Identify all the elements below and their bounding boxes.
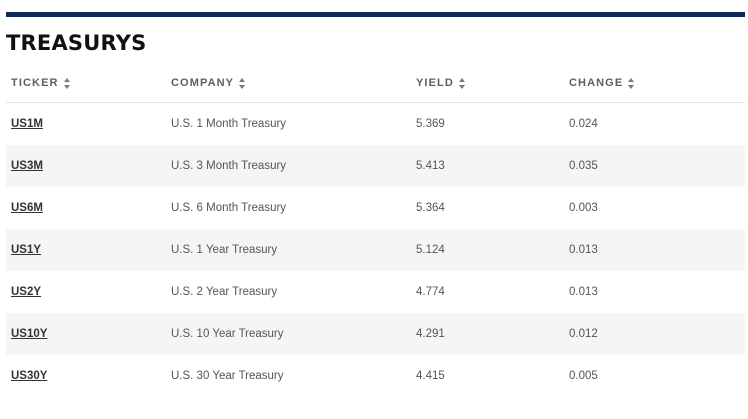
change-cell: 0.012 (569, 328, 598, 340)
top-accent-rule (6, 12, 745, 17)
change-cell: 0.003 (569, 202, 598, 214)
yield-cell: 5.124 (416, 244, 445, 256)
treasurys-table: TICKER COMPANY YIELD CHANGE US1M U.S. 1 … (6, 64, 745, 397)
table-header: TICKER COMPANY YIELD CHANGE (6, 64, 745, 103)
table-row: US30Y U.S. 30 Year Treasury 4.415 0.005 (6, 355, 745, 397)
column-header-change[interactable]: CHANGE (569, 77, 745, 89)
column-header-label: CHANGE (569, 77, 624, 89)
column-header-label: TICKER (11, 77, 59, 89)
sort-icon (239, 77, 246, 89)
yield-cell: 5.369 (416, 118, 445, 130)
table-row: US2Y U.S. 2 Year Treasury 4.774 0.013 (6, 271, 745, 313)
table-row: US10Y U.S. 10 Year Treasury 4.291 0.012 (6, 313, 745, 355)
column-header-label: COMPANY (171, 77, 235, 89)
change-cell: 0.013 (569, 244, 598, 256)
yield-cell: 4.415 (416, 370, 445, 382)
ticker-link[interactable]: US3M (11, 160, 43, 172)
ticker-link[interactable]: US1M (11, 118, 43, 130)
section-title: TREASURYS (6, 31, 147, 55)
table-row: US1Y U.S. 1 Year Treasury 5.124 0.013 (6, 229, 745, 271)
table-row: US3M U.S. 3 Month Treasury 5.413 0.035 (6, 145, 745, 187)
ticker-link[interactable]: US1Y (11, 244, 42, 256)
company-cell: U.S. 1 Month Treasury (171, 118, 287, 130)
column-header-label: YIELD (416, 77, 454, 89)
ticker-link[interactable]: US30Y (11, 370, 48, 382)
column-header-yield[interactable]: YIELD (416, 77, 569, 89)
company-cell: U.S. 10 Year Treasury (171, 328, 284, 340)
company-cell: U.S. 2 Year Treasury (171, 286, 278, 298)
table-row: US1M U.S. 1 Month Treasury 5.369 0.024 (6, 103, 745, 145)
change-cell: 0.024 (569, 118, 598, 130)
column-header-ticker[interactable]: TICKER (6, 77, 171, 89)
change-cell: 0.013 (569, 286, 598, 298)
company-cell: U.S. 3 Month Treasury (171, 160, 287, 172)
yield-cell: 5.364 (416, 202, 445, 214)
column-header-company[interactable]: COMPANY (171, 77, 416, 89)
change-cell: 0.005 (569, 370, 598, 382)
ticker-link[interactable]: US6M (11, 202, 43, 214)
company-cell: U.S. 30 Year Treasury (171, 370, 284, 382)
ticker-link[interactable]: US10Y (11, 328, 48, 340)
yield-cell: 4.774 (416, 286, 445, 298)
sort-icon (628, 77, 635, 89)
company-cell: U.S. 1 Year Treasury (171, 244, 278, 256)
ticker-link[interactable]: US2Y (11, 286, 42, 298)
yield-cell: 5.413 (416, 160, 445, 172)
table-row: US6M U.S. 6 Month Treasury 5.364 0.003 (6, 187, 745, 229)
company-cell: U.S. 6 Month Treasury (171, 202, 287, 214)
yield-cell: 4.291 (416, 328, 445, 340)
change-cell: 0.035 (569, 160, 598, 172)
table-body: US1M U.S. 1 Month Treasury 5.369 0.024 U… (6, 103, 745, 397)
sort-icon (63, 77, 70, 89)
sort-icon (458, 77, 465, 89)
